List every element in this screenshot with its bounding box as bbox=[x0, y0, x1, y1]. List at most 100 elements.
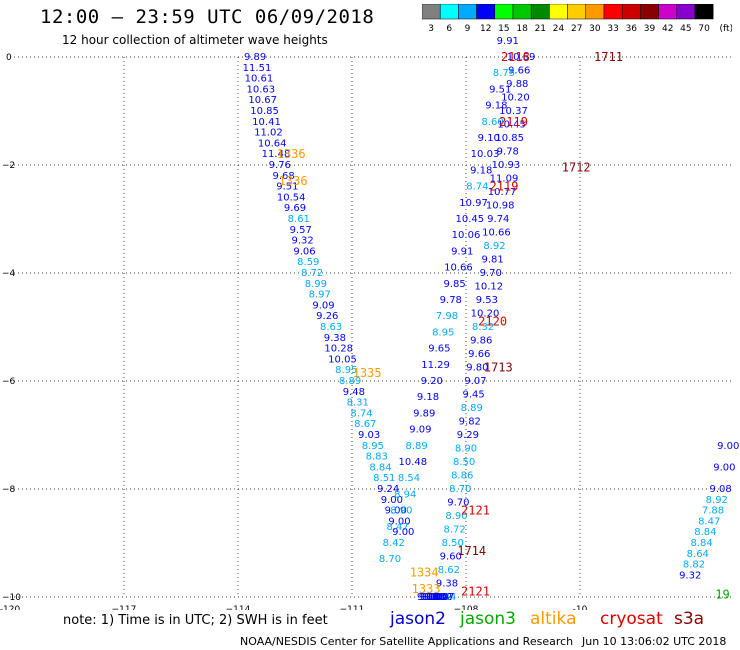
wave-height-value: 10.69 bbox=[507, 52, 536, 63]
x-tick-label: -10 bbox=[573, 605, 588, 610]
wave-height-value: 8.95 bbox=[362, 441, 384, 452]
wave-height-value: 8.92 bbox=[483, 241, 505, 252]
wave-height-value: 9.32 bbox=[291, 236, 313, 247]
wave-height-value: 8.99 bbox=[305, 279, 327, 290]
wave-height-value: 8.62 bbox=[438, 565, 460, 576]
wave-height-value: 9.24 bbox=[377, 484, 399, 495]
pass-time-label: 1714 bbox=[457, 544, 486, 558]
wave-height-value: 8.72 bbox=[443, 525, 465, 536]
wave-height-value: 8.70 bbox=[449, 484, 471, 495]
wave-height-value: 9.76 bbox=[269, 160, 291, 171]
satellite-label-cryosat: cryosat bbox=[600, 609, 663, 629]
wave-height-value: 9.00 bbox=[385, 506, 407, 517]
wave-height-value: 9.78 bbox=[440, 295, 462, 306]
wave-height-value: 9.26 bbox=[316, 311, 338, 322]
wave-height-value: 8.47 bbox=[386, 522, 408, 533]
satellite-label-s3a: s3a bbox=[674, 609, 705, 629]
wave-height-value: 10.45 bbox=[455, 214, 484, 225]
wave-height-value: 8.92 bbox=[706, 495, 728, 506]
legend-label: 6 bbox=[446, 24, 452, 34]
wave-height-value: 10.28 bbox=[324, 344, 353, 355]
wave-height-value: 9.70 bbox=[447, 498, 469, 509]
wave-height-value: 9.00 bbox=[392, 527, 414, 538]
wave-height-value: 8.32 bbox=[472, 322, 494, 333]
wave-height-value: 8.50 bbox=[442, 538, 464, 549]
wave-height-value: 9.00 bbox=[417, 592, 439, 603]
wave-height-value: 10.12 bbox=[474, 282, 503, 293]
pass-time-label: 1712 bbox=[562, 161, 591, 175]
y-tick-label: −2 bbox=[2, 161, 15, 171]
wave-height-value: 10.06 bbox=[452, 230, 481, 241]
y-tick-label: −6 bbox=[2, 377, 16, 387]
wave-height-value: 8.90 bbox=[445, 511, 467, 522]
pass-time-label: 1711 bbox=[594, 50, 623, 64]
pass-time-label: 2121 bbox=[461, 504, 490, 518]
wave-height-value: 10.66 bbox=[482, 228, 511, 239]
legend-label: 18 bbox=[516, 24, 528, 34]
legend-label: 21 bbox=[535, 24, 546, 34]
wave-height-value: 7.88 bbox=[702, 506, 724, 517]
wave-height-value: 9.38 bbox=[324, 333, 346, 344]
wave-height-value: 8.86 bbox=[451, 471, 473, 482]
legend-label: 33 bbox=[607, 24, 618, 34]
wave-height-value: 8.61 bbox=[288, 214, 310, 225]
wave-height-value: 8.63 bbox=[320, 322, 342, 333]
footer-note: note: 1) Time is in UTC; 2) SWH is in fe… bbox=[63, 613, 328, 628]
legend-label: 42 bbox=[662, 24, 673, 34]
x-tick-label: -120 bbox=[0, 605, 20, 610]
x-tick-label: −108 bbox=[454, 605, 479, 610]
wave-height-value: 9.88 bbox=[506, 79, 528, 90]
wave-height-value: 9.38 bbox=[436, 579, 458, 590]
wave-height-value: 9.86 bbox=[470, 336, 492, 347]
legend-label: (ft) bbox=[720, 24, 732, 34]
wave-height-value: 9.65 bbox=[428, 344, 450, 355]
wave-height-value: 9.66 bbox=[468, 349, 490, 360]
y-tick-label: −8 bbox=[2, 485, 16, 495]
wave-height-value: 9.69 bbox=[284, 203, 306, 214]
wave-height-value: 8.89 bbox=[405, 441, 427, 452]
wave-height-value: 9.51 bbox=[489, 84, 511, 95]
pass-time-label: 2119 bbox=[490, 180, 519, 194]
wave-height-value: 9.00 bbox=[419, 592, 441, 603]
wave-height-value: 10.48 bbox=[398, 457, 427, 468]
wave-height-value: 8.75 bbox=[493, 68, 515, 79]
wave-height-value: 9.18 bbox=[485, 101, 507, 112]
wave-height-value: 10.20 bbox=[501, 93, 530, 104]
legend-label: 12 bbox=[480, 24, 491, 34]
satellite-label-jason3: jason3 bbox=[460, 609, 516, 629]
wave-height-value: 9.89 bbox=[244, 52, 266, 63]
wave-height-value: 8.84 bbox=[690, 538, 712, 549]
wave-height-value: 9.00 bbox=[421, 592, 443, 603]
wave-height-value: 8.70 bbox=[379, 554, 401, 565]
wave-height-value: 10.05 bbox=[328, 354, 357, 365]
wave-height-value: 11.02 bbox=[254, 128, 283, 139]
legend-label: 15 bbox=[498, 24, 509, 34]
wave-height-value: 8.95 bbox=[335, 365, 357, 376]
wave-height-value: 9.00 bbox=[426, 592, 448, 603]
wave-height-value: 10.45 bbox=[497, 120, 526, 131]
pass-time-label: 1334 bbox=[410, 566, 439, 580]
chart-title: 12:00 — 23:59 UTC 06/09/2018 bbox=[40, 6, 375, 28]
wave-height-value: 9.60 bbox=[440, 552, 462, 563]
wave-height-value: 8.74 bbox=[466, 182, 488, 193]
wave-height-value: 7.98 bbox=[436, 311, 458, 322]
wave-height-value: 10.77 bbox=[488, 187, 517, 198]
wave-height-value: 10.66 bbox=[444, 263, 473, 274]
wave-height-value: 10.20 bbox=[471, 309, 500, 320]
wave-height-value: 8.31 bbox=[347, 398, 369, 409]
wave-height-value: 9.06 bbox=[293, 246, 315, 257]
legend-label: 3 bbox=[428, 24, 434, 34]
wave-height-value: 9.00 bbox=[424, 592, 446, 603]
pass-time-label: 1333 bbox=[412, 582, 441, 596]
plot-area: -120 −117 −114 −111 −108 -100−2−4−6−8−109.891… bbox=[0, 36, 739, 610]
pass-time-label: 2121 bbox=[461, 585, 490, 599]
chart-subtitle: 12 hour collection of altimeter wave hei… bbox=[62, 33, 328, 47]
pass-time-label: 1336 bbox=[279, 174, 308, 188]
legend-label: 70 bbox=[698, 24, 710, 34]
pass-time-label: 19 bbox=[715, 587, 729, 601]
wave-height-value: 9.74 bbox=[487, 214, 509, 225]
wave-height-value: 9.48 bbox=[343, 387, 365, 398]
wave-height-value: 11.09 bbox=[490, 174, 519, 185]
wave-height-value: 9.85 bbox=[443, 279, 465, 290]
wave-height-value: 9.78 bbox=[497, 147, 519, 158]
